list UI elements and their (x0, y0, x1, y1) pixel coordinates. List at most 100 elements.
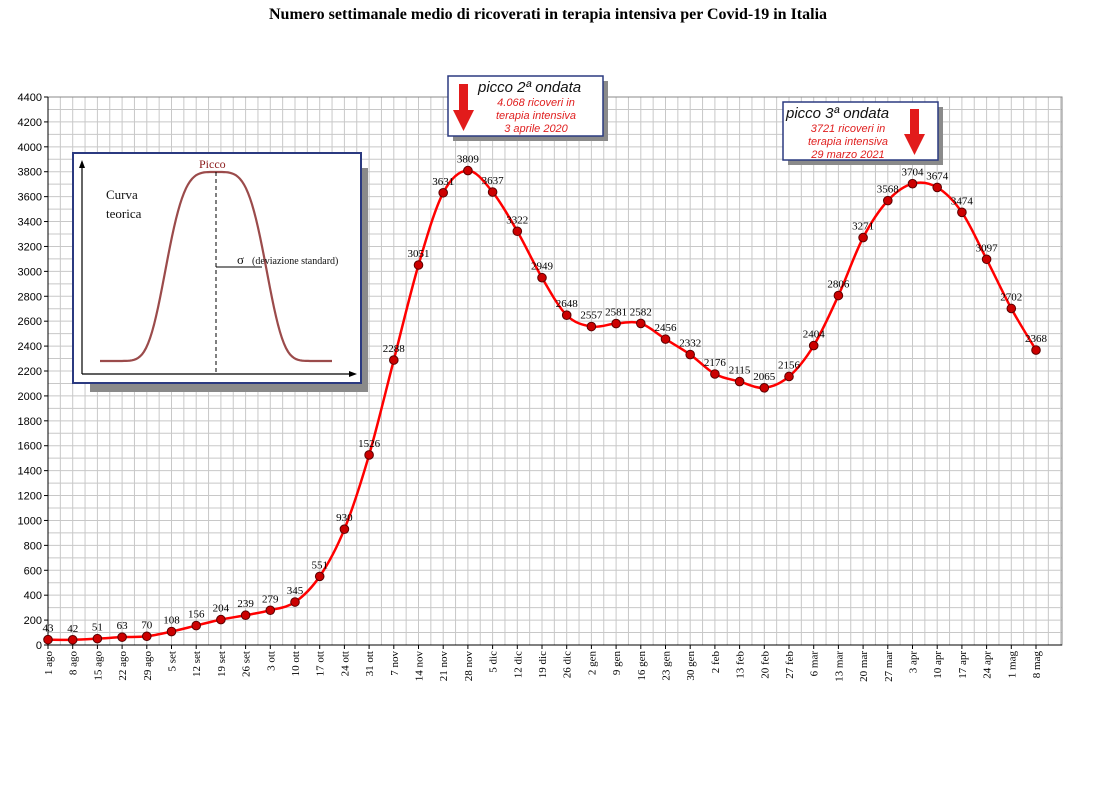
x-tick-label: 8 ago (68, 651, 80, 676)
data-label: 2404 (803, 329, 826, 341)
data-point (142, 631, 152, 642)
data-points (43, 165, 1041, 645)
y-tick-label: 4200 (18, 117, 42, 129)
y-tick-label: 1800 (18, 416, 42, 428)
data-point (191, 620, 201, 631)
x-tick-label: 13 feb (735, 651, 747, 679)
y-tick-label: 2000 (18, 391, 42, 403)
callout-second-wave: picco 2ª ondata 4.068 ricoveri in terapi… (447, 75, 608, 141)
x-tick-label: 2 gen (586, 651, 598, 676)
data-label: 2288 (383, 343, 406, 355)
data-label: 108 (163, 615, 180, 627)
x-tick-label: 14 nov (414, 651, 426, 682)
y-tick-label: 800 (24, 540, 42, 552)
data-label: 2582 (630, 306, 652, 318)
data-point (981, 254, 992, 265)
x-tick-label: 9 gen (611, 651, 623, 676)
data-point (240, 610, 251, 621)
y-tick-label: 4400 (18, 92, 42, 104)
chart-title: Numero settimanale medio di ricoverati i… (269, 6, 827, 23)
inset-curve-label-1: Curva (106, 187, 138, 202)
x-tick-label: 10 ott (290, 651, 302, 676)
data-label: 2156 (778, 359, 801, 371)
x-tick-label: 20 feb (759, 651, 771, 679)
data-label: 2176 (704, 357, 727, 369)
data-label: 2557 (580, 310, 603, 322)
x-tick-label: 7 nov (389, 651, 401, 676)
x-tick-label: 13 mar (833, 651, 845, 682)
x-tick-label: 17 apr (957, 651, 969, 679)
x-tick-label: 24 ott (339, 651, 351, 676)
data-point (389, 355, 399, 365)
data-label: 2456 (655, 322, 678, 334)
x-tick-label: 26 dic (562, 651, 574, 678)
x-tick-label: 8 mag (1031, 651, 1043, 679)
inset-sigma-note: (deviazione standard) (252, 256, 338, 267)
data-label: 2332 (679, 338, 701, 350)
data-point (932, 182, 943, 193)
x-tick-label: 10 apr (932, 651, 944, 679)
data-label: 63 (117, 620, 129, 632)
data-point (858, 232, 868, 243)
data-point (265, 605, 276, 616)
inset-sigma-symbol: σ (237, 252, 244, 267)
data-point (166, 626, 177, 637)
y-tick-label: 2400 (18, 341, 42, 353)
y-tick-label: 3200 (18, 241, 42, 253)
data-label: 3704 (902, 167, 925, 179)
x-tick-label: 28 nov (463, 651, 475, 682)
data-label: 2806 (827, 279, 850, 291)
callout-1-line-2: terapia intensiva (496, 110, 576, 122)
data-label: 3051 (408, 248, 430, 260)
x-tick-label: 1 ago (43, 651, 55, 676)
data-point (512, 226, 523, 237)
callout-2-line-3: 29 marzo 2021 (810, 149, 884, 161)
data-label: 1526 (358, 438, 381, 450)
data-label: 156 (188, 609, 205, 621)
data-label: 2368 (1025, 333, 1048, 345)
callout-third-wave: picco 3ª ondata 3721 ricoveri in terapia… (782, 101, 943, 165)
data-point (611, 318, 621, 329)
data-point (92, 633, 103, 644)
data-point (734, 376, 745, 387)
data-point (586, 321, 597, 332)
x-axis-ticks: 1 ago 8 ago 15 ago 22 ago 29 ago 5 set 12 set 1… (43, 645, 1043, 682)
data-label: 2115 (729, 365, 751, 377)
data-point (364, 450, 374, 460)
x-tick-label: 26 set (241, 651, 253, 677)
x-tick-label: 21 nov (438, 651, 450, 682)
data-label: 3097 (976, 242, 999, 254)
y-tick-label: 4000 (18, 142, 42, 154)
x-tick-label: 12 dic (512, 651, 524, 678)
data-point (957, 207, 967, 218)
callout-1-title: picco 2ª ondata (477, 79, 581, 96)
y-tick-label: 400 (24, 590, 42, 602)
data-label: 239 (237, 598, 254, 610)
x-tick-label: 30 gen (685, 651, 697, 681)
y-tick-label: 1400 (18, 466, 42, 478)
data-point (883, 195, 893, 206)
data-label: 3322 (506, 214, 528, 226)
inset-y-arrow-icon (79, 160, 85, 168)
data-point (1031, 345, 1041, 355)
callout-2-title: picco 3ª ondata (785, 105, 889, 122)
callout-1-frame (447, 75, 604, 137)
data-label: 3809 (457, 154, 480, 166)
data-point (907, 178, 918, 189)
data-label: 70 (141, 619, 153, 631)
y-tick-label: 3600 (18, 192, 42, 204)
data-point (290, 597, 300, 607)
y-axis-ticks: 0 200 400 600 800 1000 1200 1400 1600 1800 2000 220… (18, 92, 48, 652)
data-point (710, 369, 720, 379)
data-point (759, 383, 770, 393)
data-label: 42 (67, 623, 78, 635)
y-tick-label: 3400 (18, 217, 42, 229)
data-point (339, 524, 350, 534)
data-label: 3631 (432, 176, 454, 188)
data-labels: 43 42 51 63 70 108 156 204 239 279 345 551 930 1526 22… (43, 154, 1048, 635)
y-tick-label: 200 (24, 615, 42, 627)
y-tick-label: 1200 (18, 491, 42, 503)
down-arrow-icon (904, 109, 925, 155)
x-tick-label: 6 mar (809, 651, 821, 677)
